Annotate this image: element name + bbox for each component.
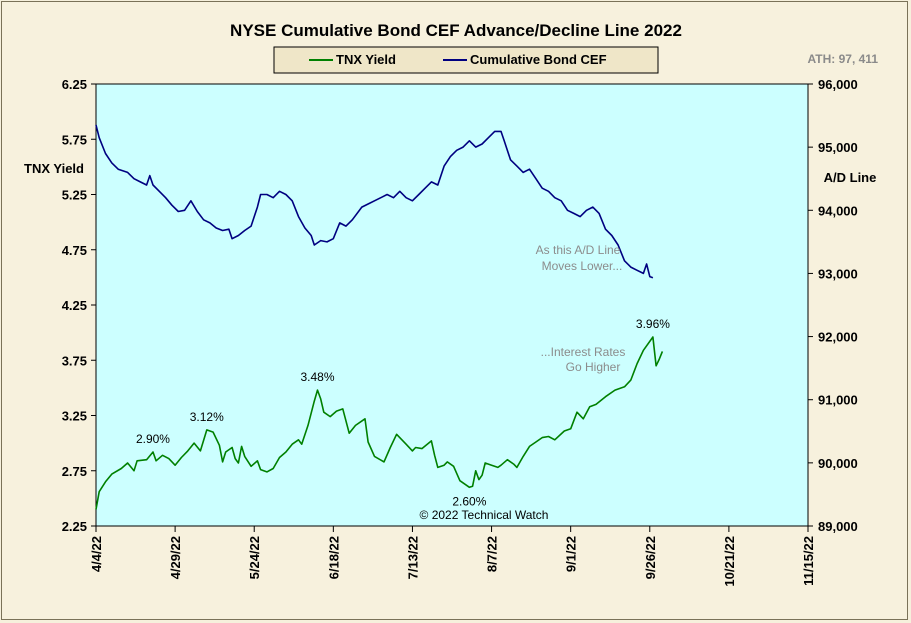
y-left-tick-label: 3.25 xyxy=(62,409,87,424)
y-left-tick-label: 6.25 xyxy=(62,77,87,92)
y-right-ticks: 96,000 95,000 94,000 93,000 92,000 91,000 90,0… xyxy=(808,77,858,534)
y-left-tick-label: 5.25 xyxy=(62,188,87,203)
note-ad-line-2: Moves Lower... xyxy=(542,259,623,273)
yield-annotation: 2.90% xyxy=(136,432,170,446)
x-tick-label: 10/21/22 xyxy=(722,536,737,587)
tnx-yield-line xyxy=(95,336,664,510)
y-right-tick-label: 90,000 xyxy=(818,456,858,471)
y-left-tick-label: 2.25 xyxy=(62,519,87,534)
y-right-tick-label: 96,000 xyxy=(818,77,858,92)
legend-label-tnx: TNX Yield xyxy=(336,52,396,67)
note-interest-rates: ...Interest Rates Go Higher xyxy=(541,345,626,374)
copyright-text: © 2022 Technical Watch xyxy=(420,508,549,522)
legend-label-cef: Cumulative Bond CEF xyxy=(470,52,607,67)
x-tick-label: 8/7/22 xyxy=(485,536,500,572)
note-interest-2: Go Higher xyxy=(566,360,621,374)
legend: TNX Yield Cumulative Bond CEF xyxy=(273,46,659,74)
y-left-tick-label: 4.25 xyxy=(62,298,87,313)
plot-area xyxy=(95,83,809,527)
y-right-tick-label: 94,000 xyxy=(818,203,858,218)
y-right-tick-label: 95,000 xyxy=(818,140,858,155)
note-ad-line-1: As this A/D Line xyxy=(536,243,621,257)
y-left-tick-label: 3.75 xyxy=(62,353,87,368)
x-tick-label: 4/29/22 xyxy=(168,536,183,579)
series-layer xyxy=(95,124,664,510)
annotation-layer: 2.90% 3.12% 3.48% 2.60% 3.96% xyxy=(136,317,670,508)
cumulative-bond-cef-line xyxy=(95,124,654,279)
chart-title: NYSE Cumulative Bond CEF Advance/Decline… xyxy=(230,21,682,40)
x-tick-label: 5/24/22 xyxy=(247,536,262,579)
ath-label: ATH: 97, 411 xyxy=(808,52,879,66)
y-left-tick-label: 5.75 xyxy=(62,132,87,147)
x-tick-label: 9/1/22 xyxy=(564,536,579,572)
y-right-tick-label: 93,000 xyxy=(818,266,858,281)
yield-annotation: 3.96% xyxy=(636,317,670,331)
y-right-axis-label: A/D Line xyxy=(824,170,877,185)
yield-annotation: 2.60% xyxy=(452,494,486,508)
note-ad-line: As this A/D Line Moves Lower... xyxy=(536,243,623,273)
yield-annotation: 3.12% xyxy=(190,410,224,424)
x-axis-ticks: 4/4/22 4/29/22 5/24/22 6/18/22 7/13/22 8/7/22… xyxy=(89,526,816,587)
x-tick-label: 11/15/22 xyxy=(801,536,816,586)
y-left-ticks: 6.25 5.75 5.25 4.75 4.25 3.75 3.25 2.75 2.25 xyxy=(62,77,96,534)
x-tick-label: 9/26/22 xyxy=(643,536,658,579)
x-tick-label: 6/18/22 xyxy=(326,536,341,579)
y-left-axis-label: TNX Yield xyxy=(24,161,84,176)
note-interest-1: ...Interest Rates xyxy=(541,345,626,359)
yield-annotation: 3.48% xyxy=(300,370,334,384)
y-right-tick-label: 91,000 xyxy=(818,393,858,408)
y-right-tick-label: 89,000 xyxy=(818,519,858,534)
y-left-tick-label: 2.75 xyxy=(62,464,87,479)
x-tick-label: 4/4/22 xyxy=(89,536,104,572)
y-right-tick-label: 92,000 xyxy=(818,330,858,345)
x-tick-label: 7/13/22 xyxy=(405,536,420,579)
y-left-tick-label: 4.75 xyxy=(62,243,87,258)
